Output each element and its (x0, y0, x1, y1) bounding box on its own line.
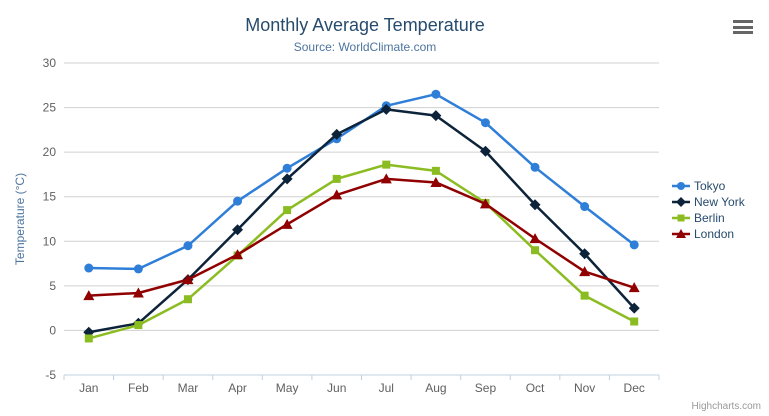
svg-text:Jan: Jan (79, 381, 98, 395)
svg-text:Apr: Apr (228, 381, 247, 395)
series-tokyo (84, 89, 639, 274)
circle-marker-icon (672, 182, 690, 190)
hamburger-bar (733, 25, 753, 29)
svg-text:Nov: Nov (574, 381, 595, 395)
svg-text:0: 0 (49, 323, 56, 337)
y-gridlines (64, 62, 659, 376)
x-axis-labels: Jan Feb Mar Apr May Jun Jul Aug Sep Oct Nov Dec (79, 381, 645, 395)
legend-label: London (694, 227, 735, 241)
svg-text:15: 15 (43, 190, 57, 204)
x-axis-ticks (63, 375, 660, 380)
svg-text:-5: -5 (45, 368, 56, 382)
legend-item-berlin[interactable]: Berlin (672, 210, 745, 226)
svg-text:Mar: Mar (178, 381, 199, 395)
svg-text:Aug: Aug (425, 381, 446, 395)
y-axis-title: Temperature (°C) (13, 173, 27, 265)
svg-text:25: 25 (43, 101, 57, 115)
series-new-york (83, 103, 640, 338)
square-marker-icon (672, 214, 690, 222)
svg-text:Feb: Feb (128, 381, 149, 395)
legend-item-london[interactable]: London (672, 226, 745, 242)
svg-text:10: 10 (43, 234, 57, 248)
svg-text:20: 20 (43, 145, 57, 159)
hamburger-bar (733, 20, 753, 23)
svg-text:May: May (276, 381, 299, 395)
triangle-marker-icon (672, 229, 690, 238)
hamburger-menu-icon[interactable] (733, 20, 753, 34)
hamburger-bar (733, 31, 753, 34)
svg-text:Oct: Oct (526, 381, 545, 395)
svg-text:30: 30 (43, 56, 57, 70)
legend-label: New York (694, 195, 745, 209)
y-axis-labels: 30 25 20 15 10 5 0 -5 (43, 56, 57, 382)
credits-link[interactable]: Highcharts.com (691, 401, 761, 412)
svg-text:5: 5 (49, 279, 56, 293)
series-london (83, 173, 640, 301)
svg-text:Jul: Jul (379, 381, 394, 395)
legend-label: Tokyo (694, 179, 726, 193)
chart-legend: Tokyo New York Berlin London (672, 178, 745, 242)
svg-text:Sep: Sep (475, 381, 497, 395)
svg-text:Dec: Dec (624, 381, 645, 395)
legend-item-tokyo[interactable]: Tokyo (672, 178, 745, 194)
legend-item-new-york[interactable]: New York (672, 194, 745, 210)
diamond-marker-icon (672, 197, 690, 207)
legend-label: Berlin (694, 211, 725, 225)
series-berlin (84, 160, 639, 343)
svg-text:Jun: Jun (327, 381, 346, 395)
